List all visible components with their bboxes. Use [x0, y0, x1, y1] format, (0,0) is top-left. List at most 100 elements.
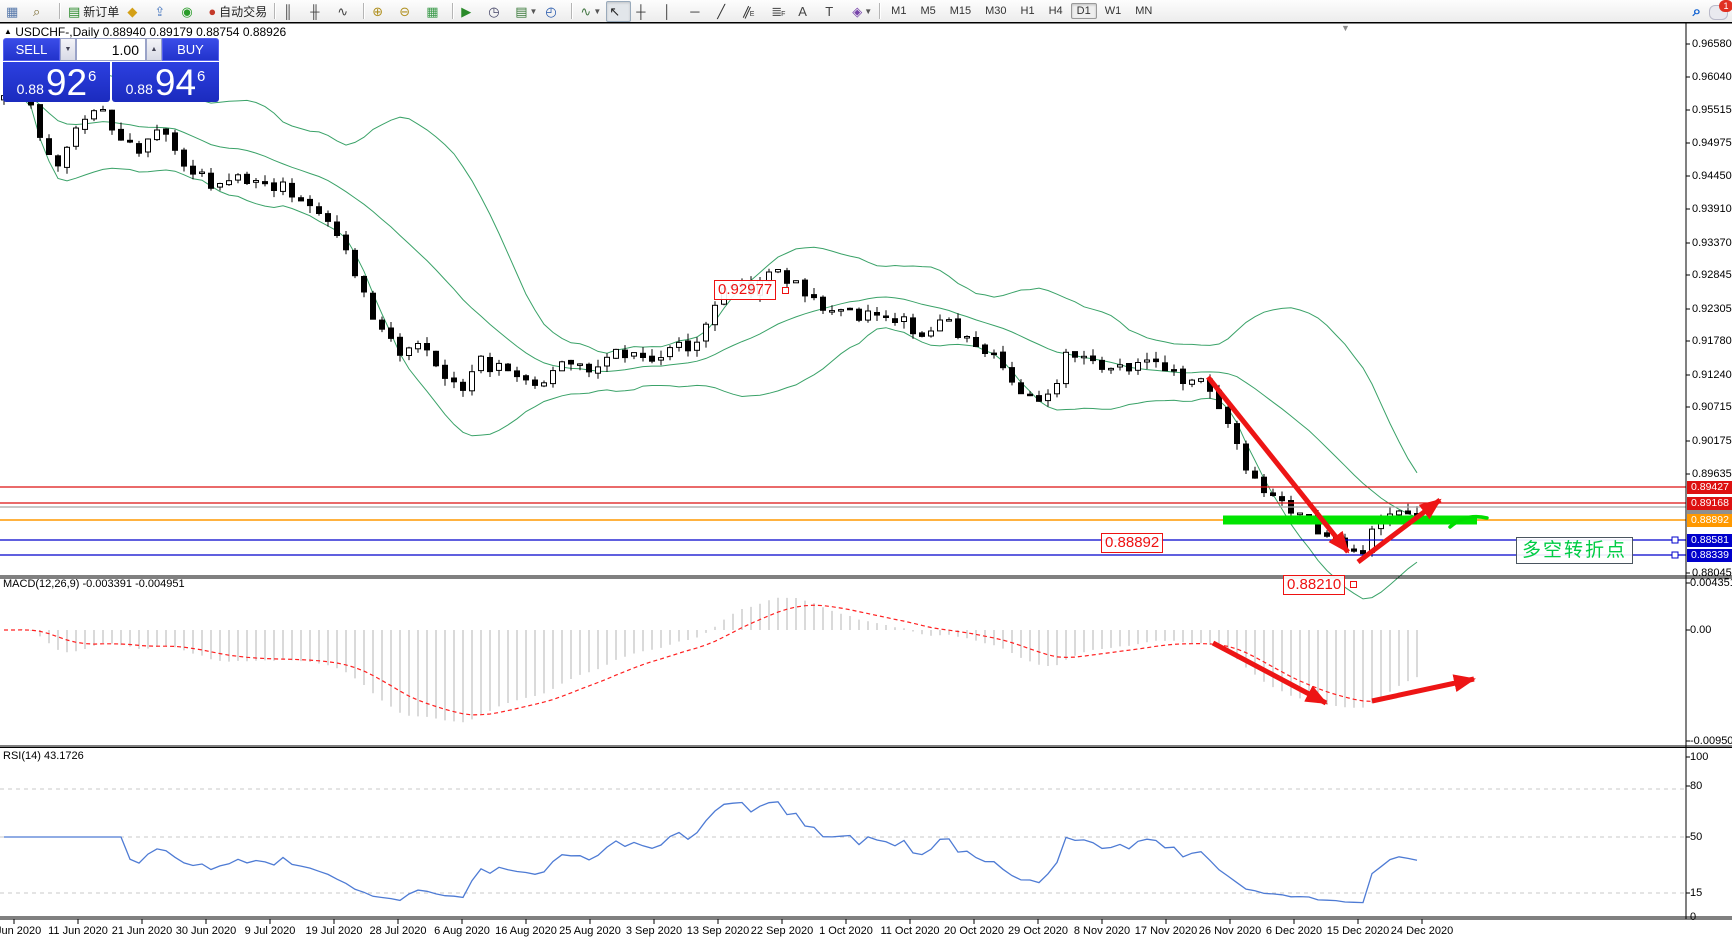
chart-shift-marker[interactable]: ▼ — [1341, 23, 1350, 33]
trendline-icon: ╱ — [717, 3, 726, 19]
signal-button[interactable]: ◉ — [178, 1, 203, 22]
timeframe-m5[interactable]: M5 — [920, 5, 936, 17]
arrows-icon-dropdown[interactable]: ▼ — [864, 6, 873, 16]
one-click-trade-panel: SELL ▼ 1.00 ▲ BUY 0.88 92 6 0.88 94 6 — [3, 38, 219, 102]
bollinger-upper-band — [3, 62, 1418, 474]
turning-point-note[interactable]: 多空转折点 — [1516, 537, 1634, 564]
chat-icon[interactable]: 1 — [1709, 0, 1732, 20]
sell-button[interactable]: SELL — [3, 38, 60, 61]
line-chart-button[interactable]: ∿ — [334, 1, 359, 22]
price-down-arrow[interactable] — [1206, 375, 1350, 554]
volume-input[interactable]: 1.00 — [76, 38, 146, 61]
macd-axis-label: -0.009504 — [1690, 735, 1732, 747]
candlestick-button[interactable]: ╫ — [307, 1, 332, 22]
peak-price-annotation[interactable]: 0.92977 — [714, 280, 777, 300]
new-order-button[interactable]: ▤ 新订单 — [65, 1, 122, 22]
date-axis-label: 26 Nov 2020 — [1198, 925, 1262, 937]
timeframe-h1[interactable]: H1 — [1020, 5, 1035, 17]
timeframe-mn[interactable]: MN — [1135, 5, 1153, 17]
indicators-button[interactable]: ▶ — [458, 1, 483, 22]
macd-down-arrow[interactable] — [1211, 640, 1328, 706]
macd-histogram — [12, 597, 1418, 723]
timeframe-d1[interactable]: D1 — [1070, 3, 1097, 19]
terminal-button[interactable]: ⇪ — [151, 1, 176, 22]
vertical-line-button[interactable]: │ — [660, 1, 685, 22]
symbol-collapse-icon[interactable]: ▲ — [4, 27, 12, 36]
price-level-badge: 0.88339 — [1687, 549, 1732, 562]
chart-shift-icon-dropdown[interactable]: ▼ — [593, 6, 602, 16]
date-axis-label: 28 Jul 2020 — [369, 925, 427, 937]
zoom-out-button[interactable]: ⊖ — [396, 1, 421, 22]
arrows-button[interactable]: ◈ ▼ — [849, 1, 875, 22]
auto-trading-icon: ● — [208, 3, 217, 19]
timeframe-m15[interactable]: M15 — [949, 5, 972, 17]
crosshair-button[interactable]: ┼ — [633, 1, 658, 22]
buy-price-big: 94 — [154, 62, 197, 103]
price-axis-label: 0.89635 — [1692, 468, 1732, 480]
rsi-axis-label: 80 — [1690, 780, 1703, 792]
date-axis-label: 16 Aug 2020 — [495, 925, 557, 937]
bar-chart-button[interactable]: ║ — [280, 1, 305, 22]
sell-quote[interactable]: 0.88 92 6 — [3, 62, 110, 102]
chart-window-icon: ▦ — [6, 3, 19, 19]
periods-icon: ◷ — [488, 3, 500, 19]
periods-button[interactable]: ◷ — [485, 1, 510, 22]
bollinger-lower-band — [3, 95, 1418, 600]
auto-trading-button[interactable]: ● 自动交易 — [205, 1, 270, 22]
price-level-badge: 0.89427 — [1687, 481, 1732, 494]
line-chart-icon: ∿ — [337, 3, 349, 19]
cursor-button[interactable]: ↖ — [606, 0, 632, 22]
trendline-button[interactable]: ╱ — [714, 1, 739, 22]
peak-annotation-handle[interactable] — [782, 287, 789, 294]
chart-group: ▦ ⌕ — [2, 0, 56, 22]
timeframe-h4[interactable]: H4 — [1048, 5, 1063, 17]
support-zone-band[interactable] — [1223, 515, 1477, 525]
macd-up-arrow[interactable] — [1371, 674, 1476, 704]
rsi-axis-label: 100 — [1690, 751, 1709, 763]
clock-button[interactable]: ◴ — [542, 1, 567, 22]
depth-button[interactable]: ◆ — [124, 1, 149, 22]
level-line-handle[interactable] — [1671, 551, 1679, 559]
support-price-annotation[interactable]: 0.88892 — [1101, 533, 1164, 553]
chart-area[interactable]: ▼ ▲ USDCHF-,Daily 0.88940 0.89179 0.8875… — [0, 23, 1732, 941]
fibonacci-icon: ≣ — [771, 3, 783, 19]
rsi-line — [4, 801, 1418, 904]
channel-button[interactable]: ∥ E — [741, 1, 766, 22]
tile-windows-button[interactable]: ▦ — [423, 1, 448, 22]
price-axis-label: 0.92845 — [1692, 269, 1732, 281]
fibonacci-button[interactable]: ≣ F — [768, 1, 793, 22]
depth-icon: ◆ — [127, 3, 138, 19]
timeframe-m1[interactable]: M1 — [891, 5, 907, 17]
template-button[interactable]: ▤ ▼ — [512, 1, 540, 22]
volume-decrease-button[interactable]: ▼ — [60, 38, 76, 61]
date-axis-label: 29 Oct 2020 — [1008, 925, 1068, 937]
candlestick-icon: ╫ — [310, 3, 320, 19]
volume-increase-button[interactable]: ▲ — [146, 38, 162, 61]
timeframe-w1[interactable]: W1 — [1104, 5, 1122, 17]
chart-window-button[interactable]: ▦ — [3, 1, 28, 22]
date-axis-label: 25 Aug 2020 — [559, 925, 621, 937]
green-swoosh-arrow[interactable] — [1448, 514, 1489, 529]
price-up-arrow[interactable] — [1356, 498, 1442, 564]
chart-shift-button[interactable]: ∿ ▼ — [577, 1, 604, 22]
date-axis-label: 6 Dec 2020 — [1265, 925, 1323, 937]
timeframe-group: M1 M5 M15 M30 H1 H4 D1 W1 MN — [884, 0, 1159, 22]
low-annotation-handle[interactable] — [1350, 581, 1357, 588]
profile-magnifier-icon: ⌕ — [33, 3, 41, 19]
date-axis-label: 2 Jun 2020 — [0, 925, 42, 937]
horizontal-line-button[interactable]: ─ — [687, 1, 712, 22]
date-axis-label: 21 Jun 2020 — [111, 925, 173, 937]
timeframe-m30[interactable]: M30 — [985, 5, 1007, 17]
buy-quote[interactable]: 0.88 94 6 — [112, 62, 219, 102]
trade-group: ▤ 新订单 ◆ ⇪ ◉ ● 自动交易 — [64, 0, 271, 22]
text-button[interactable]: A — [795, 1, 820, 22]
search-icon[interactable]: ⌕ — [1692, 2, 1701, 20]
zoom-in-button[interactable]: ⊕ — [369, 1, 394, 22]
level-line-handle[interactable] — [1671, 536, 1679, 544]
buy-button[interactable]: BUY — [162, 38, 219, 61]
low-price-annotation[interactable]: 0.88210 — [1283, 575, 1346, 595]
text-label-button[interactable]: T — [822, 1, 847, 22]
date-axis-label: 9 Jul 2020 — [244, 925, 296, 937]
profile-magnifier-button[interactable]: ⌕ — [30, 1, 55, 22]
template-icon-dropdown[interactable]: ▼ — [529, 6, 538, 16]
